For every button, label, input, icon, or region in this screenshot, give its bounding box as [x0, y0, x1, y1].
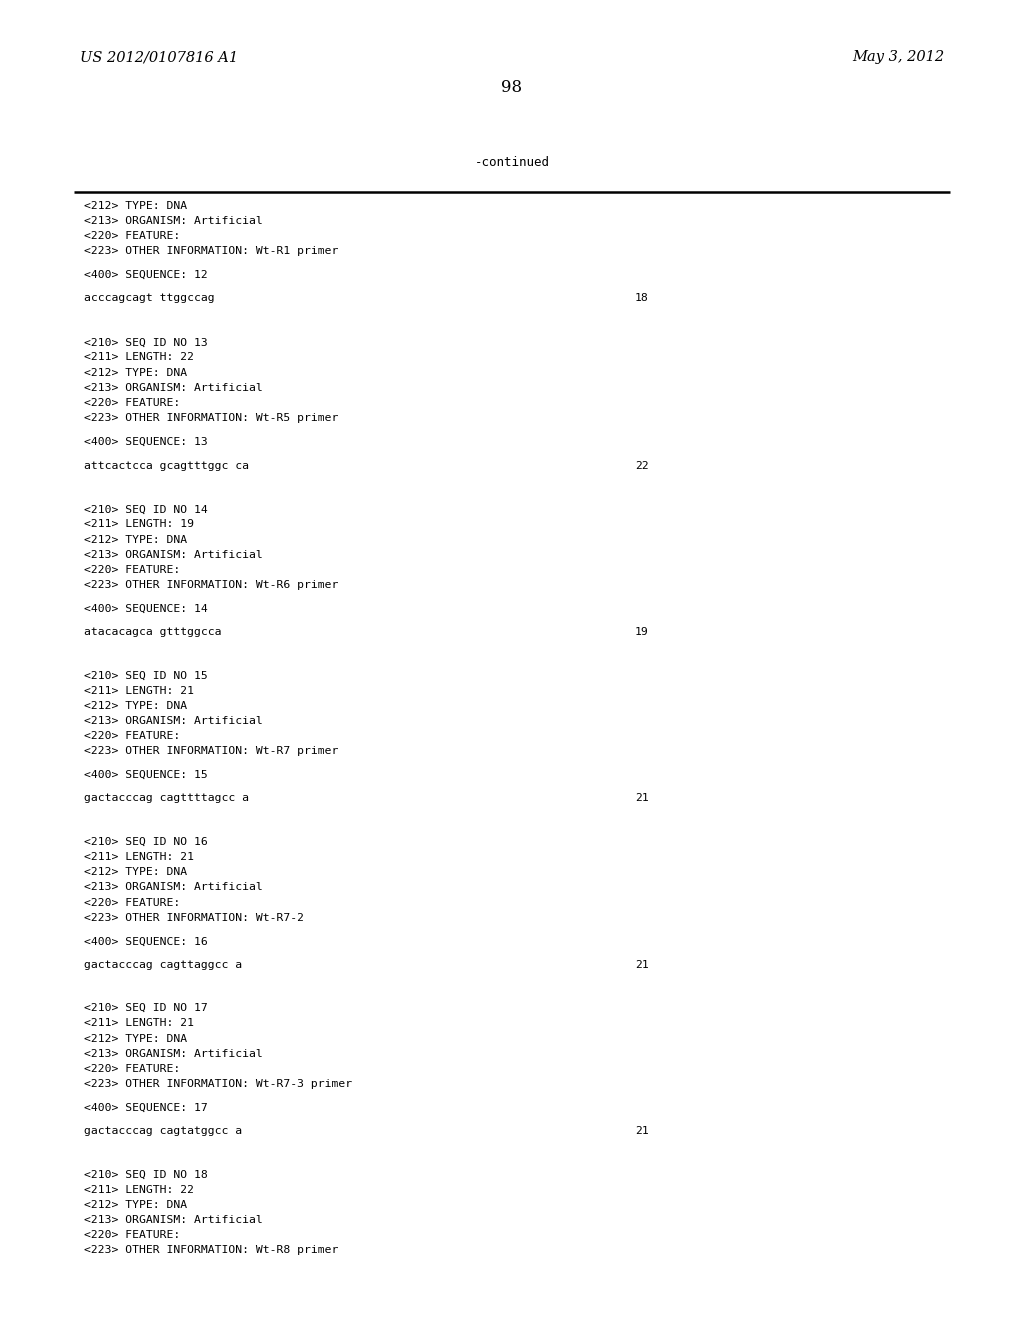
Text: <223> OTHER INFORMATION: Wt-R7-2: <223> OTHER INFORMATION: Wt-R7-2 — [84, 913, 304, 923]
Text: <400> SEQUENCE: 15: <400> SEQUENCE: 15 — [84, 771, 208, 780]
Text: May 3, 2012: May 3, 2012 — [852, 50, 944, 65]
Text: <210> SEQ ID NO 13: <210> SEQ ID NO 13 — [84, 338, 208, 347]
Text: 18: 18 — [635, 293, 648, 304]
Text: <220> FEATURE:: <220> FEATURE: — [84, 399, 180, 408]
Text: <400> SEQUENCE: 13: <400> SEQUENCE: 13 — [84, 437, 208, 447]
Text: US 2012/0107816 A1: US 2012/0107816 A1 — [80, 50, 238, 65]
Text: <213> ORGANISM: Artificial: <213> ORGANISM: Artificial — [84, 383, 263, 393]
Text: <212> TYPE: DNA: <212> TYPE: DNA — [84, 1200, 187, 1210]
Text: <223> OTHER INFORMATION: Wt-R5 primer: <223> OTHER INFORMATION: Wt-R5 primer — [84, 413, 338, 424]
Text: <210> SEQ ID NO 15: <210> SEQ ID NO 15 — [84, 671, 208, 681]
Text: <223> OTHER INFORMATION: Wt-R1 primer: <223> OTHER INFORMATION: Wt-R1 primer — [84, 246, 338, 256]
Text: <210> SEQ ID NO 18: <210> SEQ ID NO 18 — [84, 1170, 208, 1180]
Text: <213> ORGANISM: Artificial: <213> ORGANISM: Artificial — [84, 715, 263, 726]
Text: <211> LENGTH: 22: <211> LENGTH: 22 — [84, 1185, 194, 1195]
Text: <210> SEQ ID NO 16: <210> SEQ ID NO 16 — [84, 837, 208, 847]
Text: <223> OTHER INFORMATION: Wt-R6 primer: <223> OTHER INFORMATION: Wt-R6 primer — [84, 581, 338, 590]
Text: <220> FEATURE:: <220> FEATURE: — [84, 898, 180, 908]
Text: <210> SEQ ID NO 17: <210> SEQ ID NO 17 — [84, 1003, 208, 1014]
Text: <223> OTHER INFORMATION: Wt-R7 primer: <223> OTHER INFORMATION: Wt-R7 primer — [84, 747, 338, 756]
Text: attcactcca gcagtttggc ca: attcactcca gcagtttggc ca — [84, 461, 249, 471]
Text: <400> SEQUENCE: 14: <400> SEQUENCE: 14 — [84, 605, 208, 614]
Text: gactacccag cagttaggcc a: gactacccag cagttaggcc a — [84, 960, 242, 970]
Text: 21: 21 — [635, 793, 648, 804]
Text: gactacccag cagttttagcc a: gactacccag cagttttagcc a — [84, 793, 249, 804]
Text: <210> SEQ ID NO 14: <210> SEQ ID NO 14 — [84, 504, 208, 515]
Text: <223> OTHER INFORMATION: Wt-R8 primer: <223> OTHER INFORMATION: Wt-R8 primer — [84, 1246, 338, 1255]
Text: <400> SEQUENCE: 12: <400> SEQUENCE: 12 — [84, 271, 208, 280]
Text: <211> LENGTH: 22: <211> LENGTH: 22 — [84, 352, 194, 363]
Text: 21: 21 — [635, 1126, 648, 1137]
Text: <220> FEATURE:: <220> FEATURE: — [84, 1230, 180, 1241]
Text: <213> ORGANISM: Artificial: <213> ORGANISM: Artificial — [84, 882, 263, 892]
Text: <400> SEQUENCE: 16: <400> SEQUENCE: 16 — [84, 937, 208, 946]
Text: <220> FEATURE:: <220> FEATURE: — [84, 1064, 180, 1074]
Text: atacacagca gtttggcca: atacacagca gtttggcca — [84, 627, 221, 638]
Text: <213> ORGANISM: Artificial: <213> ORGANISM: Artificial — [84, 1048, 263, 1059]
Text: <211> LENGTH: 21: <211> LENGTH: 21 — [84, 685, 194, 696]
Text: <220> FEATURE:: <220> FEATURE: — [84, 731, 180, 742]
Text: <220> FEATURE:: <220> FEATURE: — [84, 231, 180, 242]
Text: 19: 19 — [635, 627, 648, 638]
Text: <213> ORGANISM: Artificial: <213> ORGANISM: Artificial — [84, 1214, 263, 1225]
Text: <223> OTHER INFORMATION: Wt-R7-3 primer: <223> OTHER INFORMATION: Wt-R7-3 primer — [84, 1080, 352, 1089]
Text: <211> LENGTH: 21: <211> LENGTH: 21 — [84, 853, 194, 862]
Text: <212> TYPE: DNA: <212> TYPE: DNA — [84, 367, 187, 378]
Text: acccagcagt ttggccag: acccagcagt ttggccag — [84, 293, 215, 304]
Text: <212> TYPE: DNA: <212> TYPE: DNA — [84, 201, 187, 211]
Text: <400> SEQUENCE: 17: <400> SEQUENCE: 17 — [84, 1104, 208, 1113]
Text: 21: 21 — [635, 960, 648, 970]
Text: 98: 98 — [502, 79, 522, 96]
Text: -continued: -continued — [474, 156, 550, 169]
Text: <212> TYPE: DNA: <212> TYPE: DNA — [84, 867, 187, 878]
Text: <213> ORGANISM: Artificial: <213> ORGANISM: Artificial — [84, 549, 263, 560]
Text: <220> FEATURE:: <220> FEATURE: — [84, 565, 180, 576]
Text: <213> ORGANISM: Artificial: <213> ORGANISM: Artificial — [84, 215, 263, 226]
Text: 22: 22 — [635, 461, 648, 471]
Text: <211> LENGTH: 21: <211> LENGTH: 21 — [84, 1019, 194, 1028]
Text: <212> TYPE: DNA: <212> TYPE: DNA — [84, 1034, 187, 1044]
Text: gactacccag cagtatggcc a: gactacccag cagtatggcc a — [84, 1126, 242, 1137]
Text: <212> TYPE: DNA: <212> TYPE: DNA — [84, 701, 187, 711]
Text: <211> LENGTH: 19: <211> LENGTH: 19 — [84, 519, 194, 529]
Text: <212> TYPE: DNA: <212> TYPE: DNA — [84, 535, 187, 545]
